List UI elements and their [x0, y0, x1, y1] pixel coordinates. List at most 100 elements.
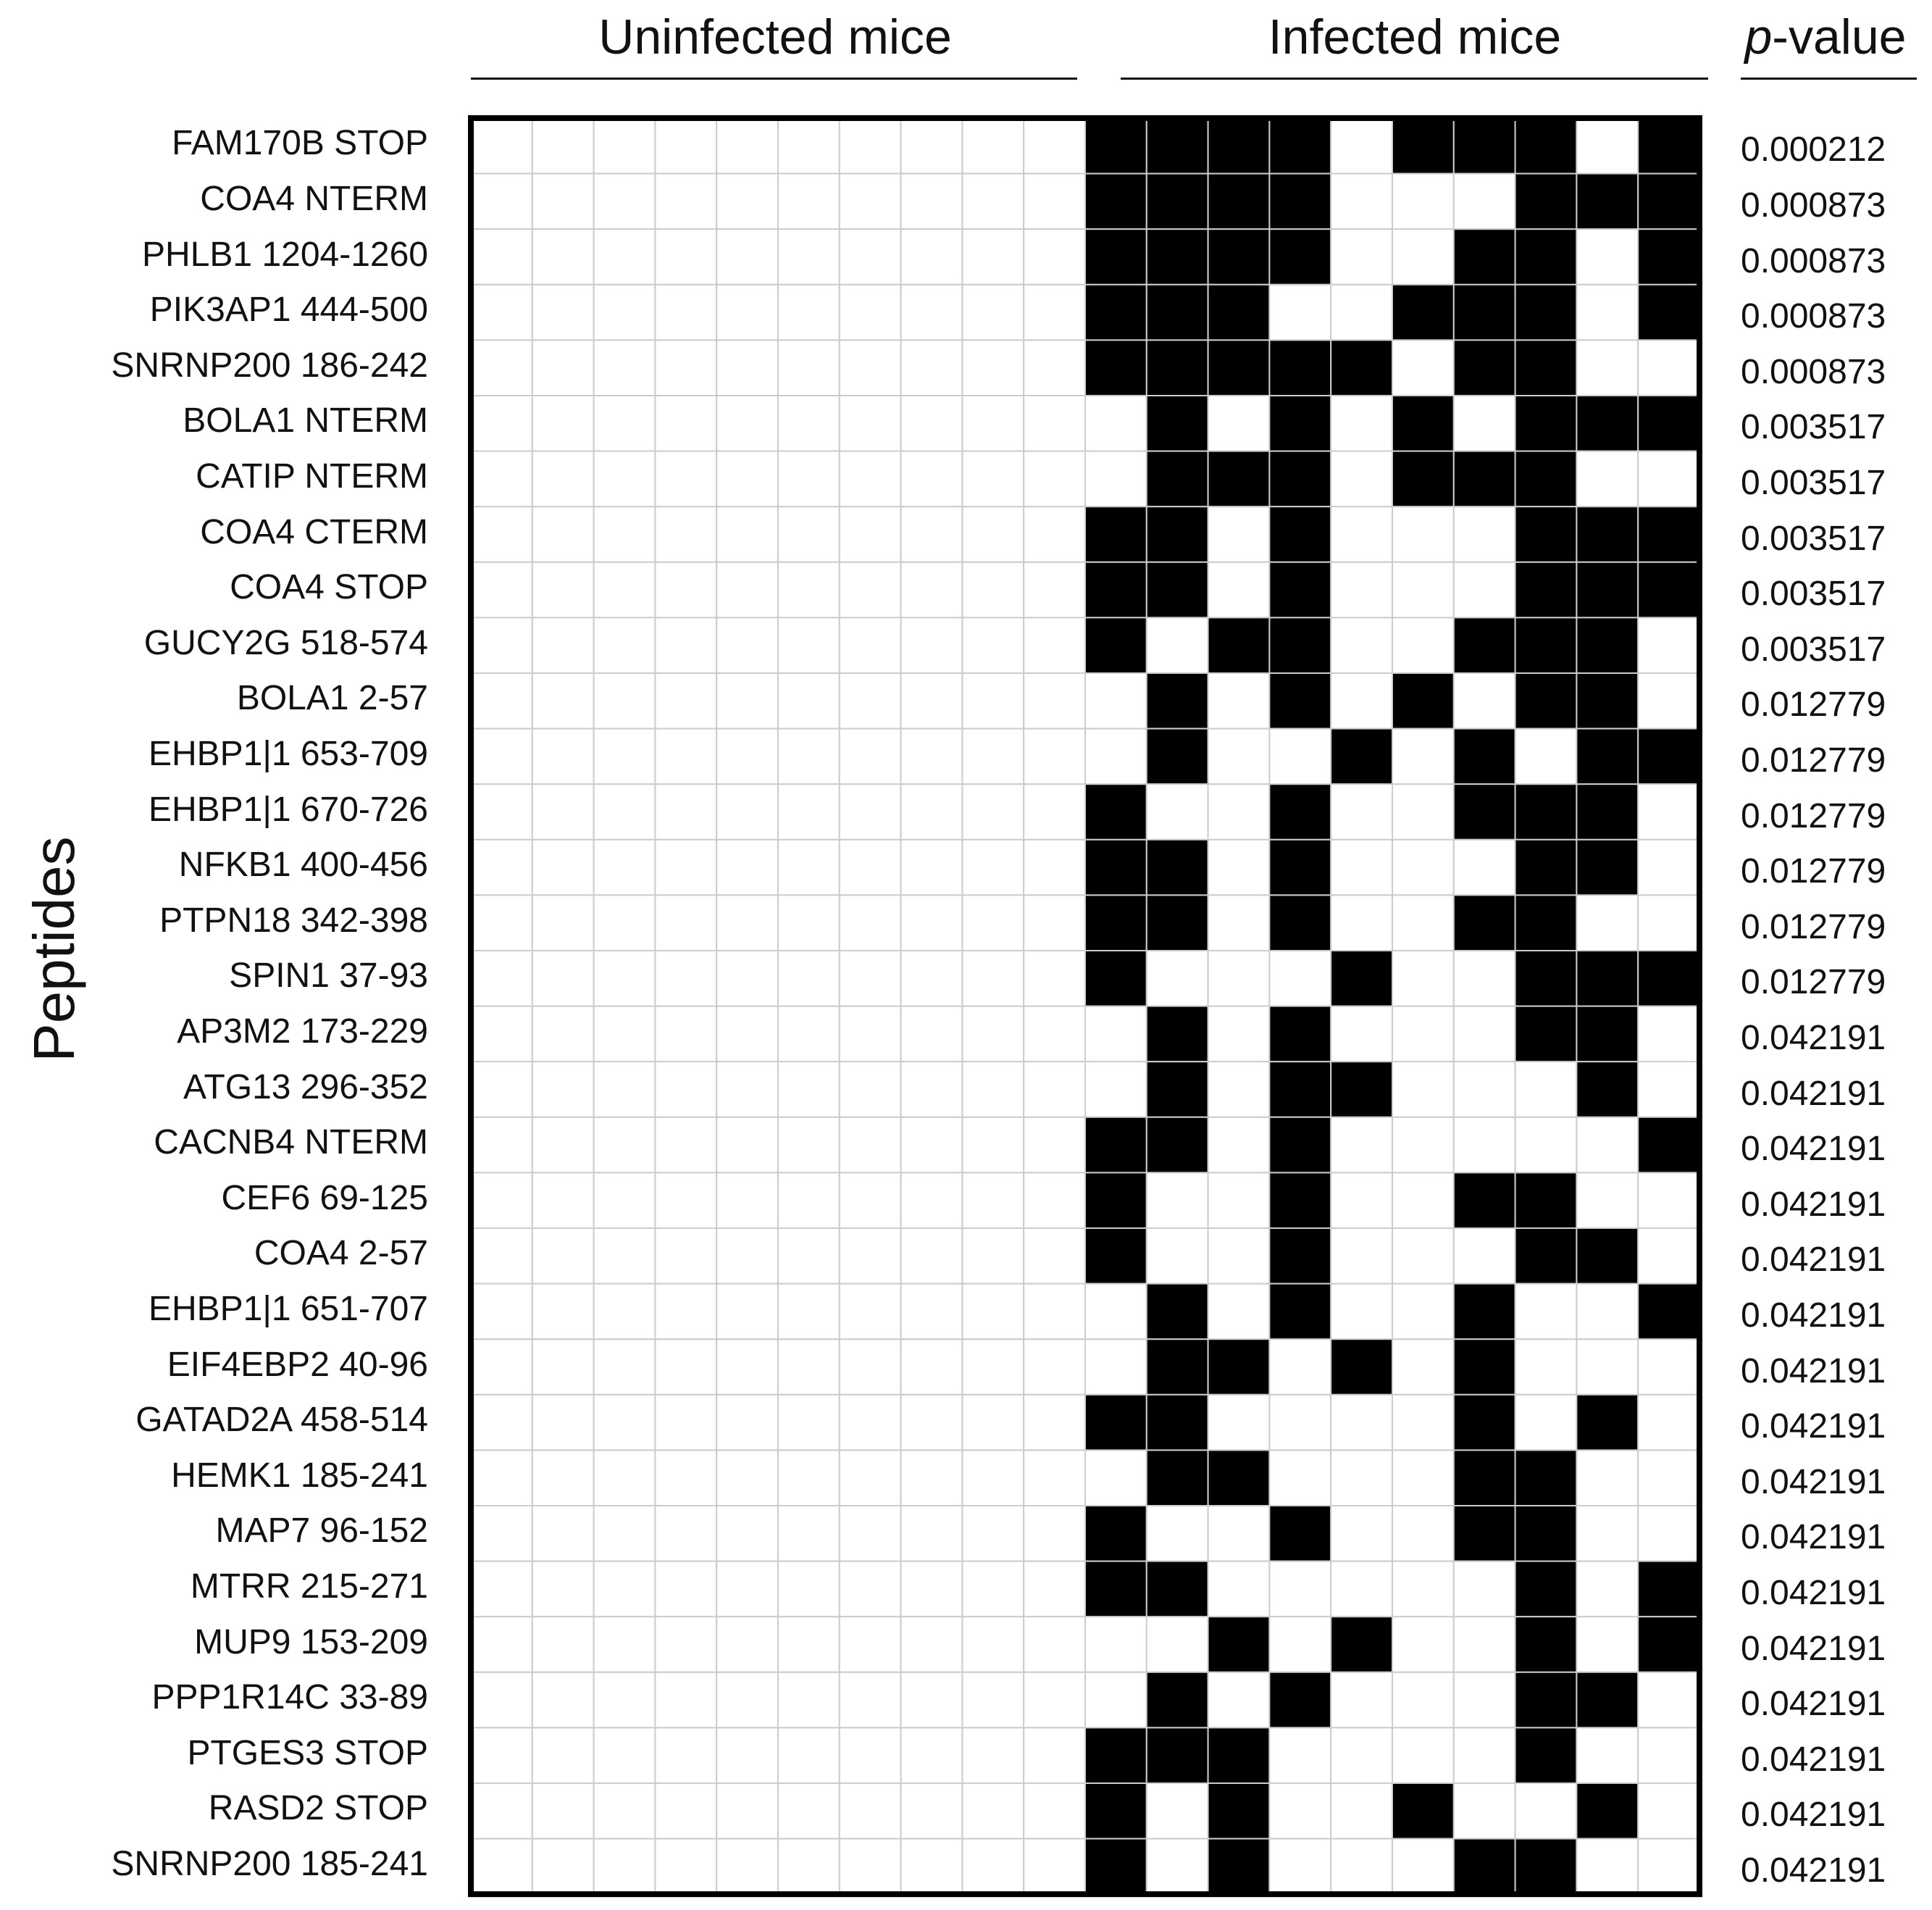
- cell-infected-r15-c6: [1392, 894, 1455, 952]
- group-underline-uninfected: [471, 78, 1077, 80]
- cell-infected-r10-c3: [1207, 617, 1271, 675]
- pvalue-text: 0.003517: [1741, 575, 1886, 614]
- row-label: EIF4EBP2 40-96: [167, 1345, 428, 1384]
- cell-infected-r20-c7: [1452, 1172, 1516, 1230]
- row-label: FAM170B STOP: [172, 124, 428, 163]
- cell-infected-r6-c9: [1576, 395, 1639, 452]
- pvalue-text: 0.042191: [1741, 1296, 1886, 1335]
- cell-uninfected-r25-c10: [1023, 1449, 1086, 1507]
- cell-uninfected-r6-c9: [961, 395, 1025, 452]
- cell-uninfected-r4-c9: [961, 283, 1025, 341]
- cell-uninfected-r11-c4: [654, 672, 718, 730]
- cell-uninfected-r15-c1: [470, 894, 533, 952]
- cell-infected-r32-c8: [1514, 1838, 1578, 1896]
- cell-infected-r8-c1: [1084, 506, 1147, 563]
- cell-uninfected-r11-c7: [838, 672, 902, 730]
- cell-infected-r7-c3: [1207, 450, 1271, 508]
- cell-infected-r21-c5: [1330, 1227, 1393, 1285]
- cell-infected-r15-c1: [1084, 894, 1147, 952]
- cell-uninfected-r4-c3: [593, 283, 656, 341]
- cell-uninfected-r19-c1: [470, 1116, 533, 1174]
- cell-infected-r32-c4: [1268, 1838, 1332, 1896]
- cell-infected-r26-c2: [1145, 1505, 1209, 1562]
- cell-infected-r16-c10: [1637, 950, 1700, 1007]
- cell-infected-r28-c10: [1637, 1616, 1700, 1673]
- cell-infected-r11-c9: [1576, 672, 1639, 730]
- cell-uninfected-r7-c6: [777, 450, 840, 508]
- cell-uninfected-r27-c3: [593, 1560, 656, 1618]
- cell-infected-r27-c6: [1392, 1560, 1455, 1618]
- pvalue-header-rest: -value: [1772, 9, 1907, 64]
- cell-uninfected-r7-c9: [961, 450, 1025, 508]
- cell-infected-r29-c7: [1452, 1671, 1516, 1729]
- cell-infected-r31-c4: [1268, 1782, 1332, 1840]
- cell-uninfected-r28-c9: [961, 1616, 1025, 1673]
- cell-infected-r7-c2: [1145, 450, 1209, 508]
- pvalue-text: 0.042191: [1741, 1018, 1886, 1057]
- cell-infected-r22-c5: [1330, 1283, 1393, 1340]
- cell-uninfected-r15-c4: [654, 894, 718, 952]
- pvalue-text: 0.042191: [1741, 1407, 1886, 1446]
- cell-uninfected-r25-c9: [961, 1449, 1025, 1507]
- cell-infected-r7-c4: [1268, 450, 1332, 508]
- cell-uninfected-r10-c8: [900, 617, 963, 675]
- cell-uninfected-r1-c2: [531, 117, 595, 175]
- cell-infected-r26-c10: [1637, 1505, 1700, 1562]
- cell-uninfected-r27-c9: [961, 1560, 1025, 1618]
- row-label: PPP1R14C 33-89: [151, 1678, 428, 1717]
- cell-infected-r32-c1: [1084, 1838, 1147, 1896]
- cell-infected-r9-c9: [1576, 561, 1639, 619]
- cell-uninfected-r2-c10: [1023, 172, 1086, 230]
- cell-infected-r15-c9: [1576, 894, 1639, 952]
- cell-infected-r3-c7: [1452, 228, 1516, 285]
- cell-uninfected-r3-c10: [1023, 228, 1086, 285]
- cell-uninfected-r28-c8: [900, 1616, 963, 1673]
- cell-uninfected-r1-c10: [1023, 117, 1086, 175]
- cell-uninfected-r13-c9: [961, 783, 1025, 841]
- cell-infected-r19-c9: [1576, 1116, 1639, 1174]
- cell-infected-r1-c9: [1576, 117, 1639, 175]
- pvalue-text: 0.042191: [1741, 1796, 1886, 1835]
- cell-uninfected-r19-c2: [531, 1116, 595, 1174]
- cell-infected-r21-c10: [1637, 1227, 1700, 1285]
- cell-uninfected-r20-c6: [777, 1172, 840, 1230]
- cell-uninfected-r15-c3: [593, 894, 656, 952]
- cell-uninfected-r10-c7: [838, 617, 902, 675]
- row-label: COA4 NTERM: [200, 179, 428, 218]
- cell-uninfected-r4-c10: [1023, 283, 1086, 341]
- cell-uninfected-r9-c4: [654, 561, 718, 619]
- cell-infected-r30-c7: [1452, 1727, 1516, 1784]
- cell-infected-r4-c7: [1452, 283, 1516, 341]
- cell-infected-r15-c5: [1330, 894, 1393, 952]
- cell-uninfected-r6-c8: [900, 395, 963, 452]
- cell-uninfected-r25-c3: [593, 1449, 656, 1507]
- row-label: SPIN1 37-93: [229, 956, 428, 996]
- cell-uninfected-r16-c10: [1023, 950, 1086, 1007]
- cell-infected-r24-c7: [1452, 1393, 1516, 1451]
- cell-infected-r14-c6: [1392, 838, 1455, 896]
- cell-infected-r29-c3: [1207, 1671, 1271, 1729]
- cell-infected-r4-c8: [1514, 283, 1578, 341]
- cell-uninfected-r26-c6: [777, 1505, 840, 1562]
- cell-uninfected-r2-c2: [531, 172, 595, 230]
- cell-infected-r12-c10: [1637, 727, 1700, 785]
- cell-uninfected-r2-c7: [838, 172, 902, 230]
- pvalue-text: 0.012779: [1741, 963, 1886, 1002]
- cell-uninfected-r12-c5: [716, 727, 779, 785]
- cell-infected-r24-c10: [1637, 1393, 1700, 1451]
- cell-uninfected-r14-c3: [593, 838, 656, 896]
- cell-infected-r20-c6: [1392, 1172, 1455, 1230]
- cell-uninfected-r4-c5: [716, 283, 779, 341]
- cell-uninfected-r23-c10: [1023, 1338, 1086, 1396]
- cell-infected-r5-c10: [1637, 339, 1700, 396]
- cell-uninfected-r28-c4: [654, 1616, 718, 1673]
- cell-infected-r17-c8: [1514, 1005, 1578, 1063]
- cell-uninfected-r7-c10: [1023, 450, 1086, 508]
- cell-infected-r4-c9: [1576, 283, 1639, 341]
- cell-uninfected-r14-c10: [1023, 838, 1086, 896]
- cell-uninfected-r17-c2: [531, 1005, 595, 1063]
- cell-uninfected-r31-c1: [470, 1782, 533, 1840]
- cell-infected-r2-c4: [1268, 172, 1332, 230]
- cell-uninfected-r32-c2: [531, 1838, 595, 1896]
- cell-uninfected-r5-c3: [593, 339, 656, 396]
